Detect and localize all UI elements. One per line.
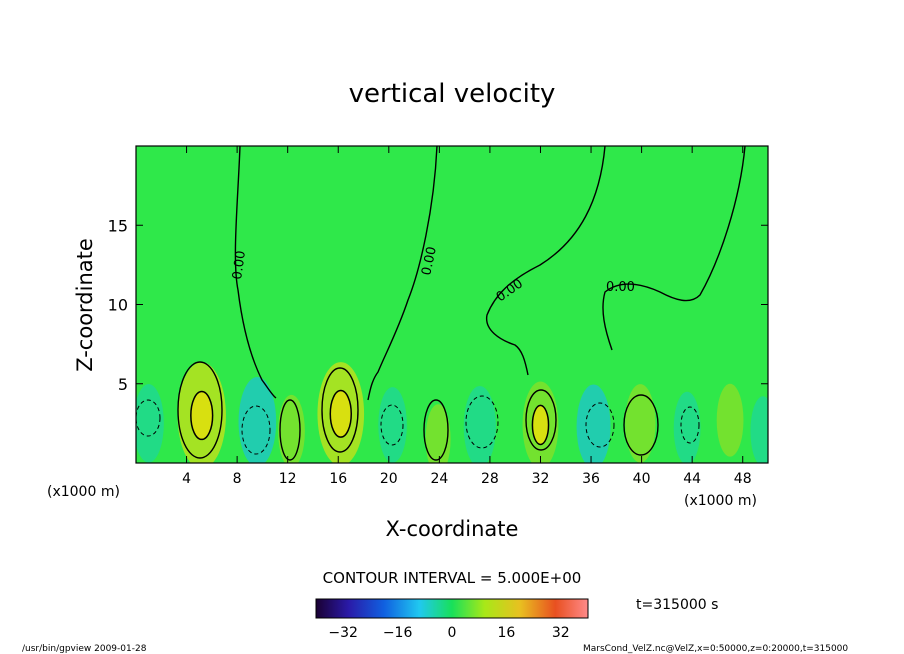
y-tick-label: 10 <box>108 296 128 315</box>
velocity-cell <box>238 377 277 463</box>
velocity-cell <box>378 387 407 463</box>
x-tick-label: 40 <box>633 471 651 487</box>
x-tick-label: 36 <box>582 471 600 487</box>
footer-left: /usr/bin/gpview 2009-01-28 <box>22 644 147 654</box>
positive-cell-contour-5 <box>279 399 301 461</box>
x-tick-label: 4 <box>182 471 191 487</box>
colorbar-tick-label: −16 <box>383 625 413 641</box>
zero-contour-line-3 <box>486 146 606 376</box>
x-tick-label: 24 <box>430 471 448 487</box>
negative-contours <box>136 395 700 455</box>
contour-label: 0.00 <box>606 280 635 295</box>
colorbar-ticks: −32 −16 0 16 32 <box>328 625 569 641</box>
velocity-cell <box>673 391 701 463</box>
negative-cell-contour-5 <box>585 402 615 448</box>
x-tick-label: 20 <box>380 471 398 487</box>
colorbar <box>315 598 589 619</box>
colorbar-tick-label: 16 <box>497 625 515 641</box>
x-tick-label: 16 <box>329 471 347 487</box>
y-axis: 5 10 15 <box>108 216 768 394</box>
velocity-cell <box>463 385 496 463</box>
velocity-cell <box>716 383 744 457</box>
plot-area <box>136 146 768 463</box>
velocity-cell <box>625 384 656 463</box>
contour-label: 0.00 <box>230 250 249 281</box>
velocity-cell <box>750 396 768 463</box>
velocity-cell <box>425 404 451 463</box>
positive-cell-contour-2 <box>321 367 359 453</box>
colorbar-tick-label: 32 <box>552 625 570 641</box>
contour-label: 0.00 <box>419 245 440 276</box>
x-axis-label: X-coordinate <box>386 517 519 541</box>
velocity-cell-core <box>190 390 214 441</box>
positive-cell-contour-1 <box>177 361 223 459</box>
colorbar-tick-label: 0 <box>448 625 457 641</box>
x-tick-label: 48 <box>734 471 752 487</box>
negative-cell-contour-2 <box>241 405 271 455</box>
x-tick-label: 44 <box>683 471 701 487</box>
zero-contour-line-4 <box>602 146 746 351</box>
zero-contour-line-1 <box>234 146 277 399</box>
positive-cell-contour-6 <box>423 399 449 461</box>
contour-interval: CONTOUR INTERVAL = 5.000E+00 <box>323 569 582 587</box>
negative-cell-contour-4 <box>465 395 499 449</box>
y-tick-label: 15 <box>108 216 128 235</box>
y-axis-label: Z-coordinate <box>73 238 97 372</box>
velocity-cell <box>278 394 305 463</box>
velocity-cell-core <box>329 389 353 438</box>
colorbar-tick-label: −32 <box>328 625 358 641</box>
footer-right: MarsCond_VelZ.nc@VelZ,x=0:50000,z=0:2000… <box>583 644 848 654</box>
time-label: t=315000 s <box>636 597 718 613</box>
velocity-cells <box>136 362 768 463</box>
x-tick-label: 32 <box>532 471 550 487</box>
x-unit-label-right: (x1000 m) <box>684 493 757 509</box>
negative-cell-contour-6 <box>680 406 700 444</box>
chart-title: vertical velocity <box>349 79 556 109</box>
y-tick-label: 5 <box>118 375 128 394</box>
velocity-cell-core <box>531 404 550 446</box>
velocity-cell <box>576 384 611 463</box>
negative-cell-contour-3 <box>380 404 404 446</box>
x-tick-label: 8 <box>233 471 242 487</box>
velocity-cell <box>136 384 164 463</box>
x-tick-label: 28 <box>481 471 499 487</box>
positive-cell-contour-3 <box>525 389 557 451</box>
x-tick-label: 12 <box>279 471 297 487</box>
x-unit-label-left: (x1000 m) <box>47 484 120 500</box>
positive-cell-contour-4 <box>623 394 659 456</box>
negative-cell-contour-1 <box>136 399 161 437</box>
zero-contour-line-2 <box>367 146 438 401</box>
zero-contours <box>177 146 746 461</box>
x-axis: 4 8 12 16 20 24 28 32 36 40 44 48 <box>182 146 752 487</box>
